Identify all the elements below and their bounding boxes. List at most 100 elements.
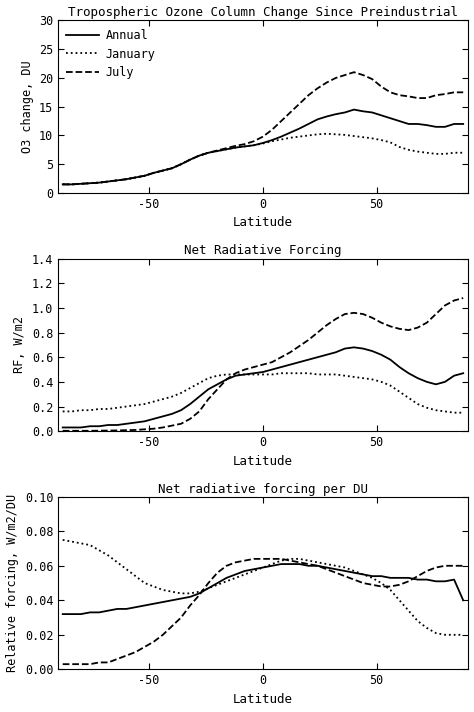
July: [96, 179, 102, 187]
January: [424, 149, 429, 157]
January: [215, 147, 220, 155]
Annual: [306, 120, 311, 128]
January: [269, 137, 275, 145]
January: [415, 147, 420, 156]
January: [169, 164, 175, 172]
July: [215, 146, 220, 155]
July: [251, 137, 257, 145]
July: [178, 160, 184, 169]
Annual: [269, 136, 275, 145]
January: [342, 130, 348, 139]
July: [342, 70, 348, 79]
January: [442, 150, 448, 158]
January: [251, 141, 257, 150]
January: [287, 134, 293, 142]
July: [151, 169, 156, 177]
January: [60, 180, 65, 189]
July: [378, 83, 384, 91]
January: [196, 152, 202, 160]
July: [424, 94, 429, 103]
Annual: [287, 128, 293, 137]
January: [360, 133, 366, 142]
July: [324, 78, 329, 87]
Annual: [315, 115, 320, 124]
Y-axis label: O3 change, DU: O3 change, DU: [20, 61, 34, 153]
January: [433, 150, 439, 158]
January: [369, 134, 375, 142]
July: [115, 176, 120, 184]
July: [388, 88, 393, 97]
January: [187, 155, 193, 164]
Annual: [433, 122, 439, 131]
January: [397, 142, 402, 151]
July: [187, 155, 193, 164]
Annual: [233, 143, 238, 152]
Annual: [415, 120, 420, 128]
July: [142, 172, 147, 180]
Annual: [78, 179, 84, 188]
Annual: [187, 155, 193, 164]
January: [242, 142, 247, 151]
January: [233, 143, 238, 152]
July: [351, 68, 357, 76]
January: [388, 138, 393, 147]
January: [351, 132, 357, 140]
Legend: Annual, January, July: Annual, January, July: [64, 26, 158, 82]
July: [415, 94, 420, 103]
July: [406, 92, 411, 100]
July: [196, 152, 202, 160]
Annual: [451, 120, 457, 128]
Annual: [196, 152, 202, 160]
Annual: [142, 172, 147, 180]
Annual: [369, 108, 375, 117]
Title: Net Radiative Forcing: Net Radiative Forcing: [184, 244, 342, 258]
Annual: [297, 125, 302, 133]
July: [60, 180, 65, 189]
January: [324, 130, 329, 138]
January: [151, 169, 156, 177]
Y-axis label: Relative forcing, W/m2/DU: Relative forcing, W/m2/DU: [6, 494, 19, 672]
July: [160, 167, 166, 175]
Annual: [215, 147, 220, 155]
Annual: [169, 164, 175, 172]
Line: July: July: [63, 72, 463, 184]
Y-axis label: RF, W/m2: RF, W/m2: [13, 316, 27, 373]
X-axis label: Latitude: Latitude: [233, 454, 293, 468]
Annual: [124, 175, 129, 184]
July: [224, 144, 229, 152]
Annual: [96, 179, 102, 187]
July: [233, 142, 238, 150]
January: [160, 167, 166, 175]
January: [378, 136, 384, 145]
July: [78, 179, 84, 188]
Annual: [360, 107, 366, 115]
July: [360, 70, 366, 79]
July: [260, 132, 266, 141]
Annual: [105, 177, 111, 186]
Annual: [260, 139, 266, 147]
Annual: [133, 173, 138, 182]
January: [133, 173, 138, 182]
X-axis label: Latitude: Latitude: [233, 216, 293, 229]
Title: Tropospheric Ozone Column Change Since Preindustrial: Tropospheric Ozone Column Change Since P…: [68, 6, 458, 19]
Annual: [87, 179, 93, 187]
July: [442, 90, 448, 98]
January: [460, 149, 466, 157]
Annual: [160, 167, 166, 175]
Annual: [378, 111, 384, 120]
January: [297, 132, 302, 141]
January: [406, 145, 411, 154]
July: [460, 88, 466, 97]
January: [78, 179, 84, 188]
January: [69, 180, 75, 189]
July: [397, 91, 402, 100]
July: [269, 125, 275, 134]
Annual: [251, 141, 257, 150]
July: [124, 175, 129, 184]
January: [260, 140, 266, 148]
Title: Net radiative forcing per DU: Net radiative forcing per DU: [158, 483, 368, 496]
January: [333, 130, 338, 139]
July: [315, 84, 320, 93]
Annual: [151, 169, 156, 177]
July: [369, 75, 375, 83]
